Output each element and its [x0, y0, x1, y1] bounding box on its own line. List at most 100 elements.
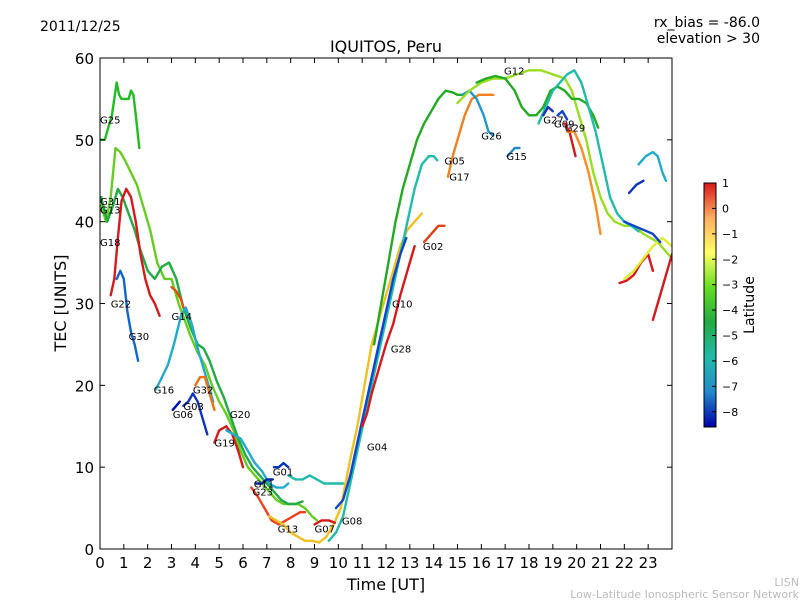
x-tick-label: 19: [543, 554, 562, 572]
y-tick-label: 60: [75, 50, 94, 68]
series-G27: [542, 105, 554, 117]
series-G03: [182, 392, 209, 436]
sat-label-G20: G20: [230, 410, 250, 421]
series-G39: [623, 220, 662, 244]
series-G14: [170, 285, 185, 309]
series-G37: [651, 253, 672, 322]
sat-label-G16: G16: [154, 385, 174, 396]
sat-label-G26: G26: [481, 132, 501, 143]
x-tick-label: 14: [424, 554, 443, 572]
date-label: 2011/12/25: [40, 19, 121, 35]
sat-label-G17: G17: [449, 173, 469, 184]
sat-label-G01: G01: [273, 467, 293, 478]
series-layer: [100, 69, 672, 544]
footer-network: Low-Latitude Ionospheric Sensor Network: [570, 588, 799, 600]
series-G10: [334, 236, 408, 510]
chart-title: IQUITOS, Peru: [330, 37, 442, 56]
series-G04: [327, 155, 439, 542]
series-G40: [565, 130, 602, 236]
series-G25: [100, 81, 141, 150]
sat-label-G13: G13: [278, 525, 298, 536]
x-tick-label: 1: [119, 554, 129, 572]
colorbar-tick-label: −4: [722, 304, 738, 317]
series-G17: [446, 93, 495, 178]
sat-label-G27: G27: [543, 115, 563, 126]
series-G05: [372, 89, 466, 346]
series-G20: [225, 429, 290, 489]
series-G15: [506, 146, 521, 158]
x-tick-label: 4: [191, 554, 201, 572]
x-tick-label: 7: [262, 554, 272, 572]
x-tick-label: 5: [214, 554, 224, 572]
y-tick-label: 0: [84, 541, 94, 559]
x-tick-label: 11: [353, 554, 372, 572]
sat-label-G30: G30: [129, 332, 149, 343]
colorbar-tick-label: −6: [722, 355, 738, 368]
x-tick-label: 0: [95, 554, 105, 572]
sat-label-G22: G22: [111, 300, 131, 311]
sat-label-G15: G15: [506, 152, 526, 163]
colorbar-gradient: [703, 182, 717, 428]
series-G38: [623, 236, 672, 281]
x-tick-label: 6: [238, 554, 248, 572]
colorbar-tick-label: −1: [722, 228, 738, 241]
x-axis-label: Time [UT]: [346, 575, 425, 594]
colorbar-tick-label: −2: [722, 253, 738, 266]
series-G36: [627, 179, 645, 195]
x-tick-label: 23: [639, 554, 658, 572]
colorbar-label: Latitude: [742, 276, 758, 334]
sat-label-G03: G03: [183, 402, 203, 413]
x-tick-label: 20: [567, 554, 586, 572]
colorbar-ticks: 1 0 −1 −2 −3 −4 −5 −6 −7 −8: [712, 177, 738, 419]
sat-label-G31: G31: [100, 197, 120, 208]
sat-label-G05: G05: [444, 156, 464, 167]
x-tick-label: 16: [472, 554, 491, 572]
series-G32: [194, 375, 216, 412]
series-G21: [537, 69, 640, 233]
x-tick-label: 22: [615, 554, 634, 572]
sat-label-G04: G04: [367, 443, 387, 454]
series-G11: [254, 478, 274, 485]
elevation-label: elevation > 30: [657, 31, 760, 47]
series-G29: [475, 74, 600, 129]
sat-label-G06: G06: [173, 410, 193, 421]
plot-frame: [99, 57, 673, 550]
sat-label-G13: G13: [100, 205, 120, 216]
series-G30: [115, 269, 140, 362]
x-tick-label: 13: [400, 554, 419, 572]
sat-label-G07: G07: [315, 525, 335, 536]
y-tick-label: 50: [75, 132, 94, 150]
sat-label-G14: G14: [172, 312, 192, 323]
sat-label-G08: G08: [342, 516, 362, 527]
y-axis-label: TEC [UNITS]: [51, 255, 70, 353]
y-tick-label: 40: [75, 214, 94, 232]
sat-label-G02: G02: [423, 242, 443, 253]
x-tick-label: 10: [329, 554, 348, 572]
x-tick-label: 2: [143, 554, 153, 572]
colorbar-tick-label: 1: [722, 177, 729, 190]
series-G28: [361, 245, 416, 428]
x-tick-label: 21: [591, 554, 610, 572]
series-G19: [213, 425, 245, 469]
colorbar-tick-label: 0: [722, 202, 729, 215]
colorbar-tick-label: −5: [722, 330, 738, 343]
series-G02: [422, 224, 446, 244]
series-G09: [556, 110, 569, 121]
series-G35: [637, 150, 668, 182]
sat-label-G12: G12: [504, 66, 524, 77]
sat-label-G28: G28: [391, 345, 411, 356]
x-tick-label: 15: [448, 554, 467, 572]
sat-label-G32: G32: [193, 385, 213, 396]
series-G13: [268, 212, 423, 544]
series-G06: [171, 400, 181, 412]
series-G07: [313, 519, 336, 526]
y-tick-label: 30: [75, 296, 94, 314]
y-tick-label: 20: [75, 377, 94, 395]
x-tick-label: 9: [310, 554, 320, 572]
sat-label-G19: G19: [214, 439, 234, 450]
x-tick-label: 12: [376, 554, 395, 572]
sat-label-G09: G09: [554, 120, 574, 131]
y-tick-label: 10: [75, 459, 94, 477]
